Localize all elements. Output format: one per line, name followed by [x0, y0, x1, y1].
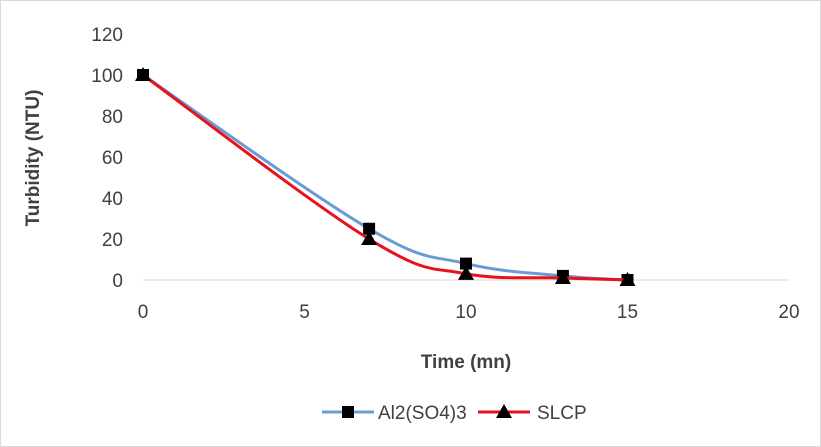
- y-tick-label: 60: [102, 148, 123, 169]
- x-axis-ticks: 0 5 10 15 20: [138, 302, 800, 323]
- series-layer: [135, 67, 636, 286]
- legend: Al2(SO4)3 SLCP: [322, 403, 587, 424]
- y-axis-title: Turbidity (NTU): [23, 90, 44, 227]
- triangle-marker: [361, 231, 378, 245]
- series-line: [142, 73, 628, 282]
- legend-marker: [342, 406, 354, 418]
- square-marker: [460, 257, 472, 270]
- legend-item: Al2(SO4)3: [322, 403, 467, 424]
- x-tick-label: 0: [138, 302, 149, 323]
- x-tick-label: 20: [778, 302, 799, 323]
- y-tick-label: 120: [91, 25, 123, 46]
- square-marker: [363, 222, 376, 235]
- y-tick-label: 0: [112, 271, 123, 292]
- legend-label: Al2(SO4)3: [378, 403, 467, 424]
- y-axis-ticks: 0 20 40 60 80 100 120: [91, 25, 123, 292]
- x-axis-title: Time (mn): [421, 352, 511, 373]
- y-tick-label: 20: [102, 230, 123, 251]
- x-tick-label: 15: [617, 302, 638, 323]
- legend-marker: [496, 404, 512, 418]
- legend-item: SLCP: [478, 403, 587, 424]
- series-line: [142, 73, 628, 282]
- triangle-marker: [135, 67, 151, 81]
- triangle-marker: [458, 265, 474, 280]
- y-tick-label: 40: [102, 189, 123, 210]
- x-tick-label: 5: [299, 302, 310, 323]
- triangle-marker: [619, 272, 636, 286]
- x-tick-label: 10: [455, 302, 476, 323]
- series-2: [135, 67, 636, 286]
- y-tick-label: 100: [91, 66, 123, 87]
- legend-label: SLCP: [537, 403, 587, 424]
- triangle-marker: [554, 269, 571, 284]
- y-tick-label: 80: [102, 107, 123, 128]
